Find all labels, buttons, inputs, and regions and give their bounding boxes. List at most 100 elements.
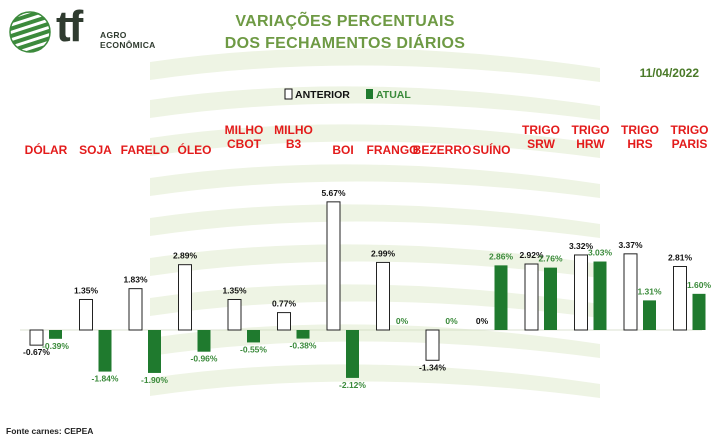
category-label-line: FRANGO [367, 143, 419, 157]
bar-atual [98, 330, 112, 372]
data-label-atual: -0.38% [290, 341, 317, 351]
chart-title: VARIAÇÕES PERCENTUAIS DOS FECHAMENTOS DI… [210, 11, 480, 55]
category-label-line: MILHO [225, 123, 264, 137]
bar-anterior [29, 329, 44, 346]
category-label: DÓLAR [25, 142, 68, 157]
data-label-atual: -0.55% [240, 344, 267, 354]
category-label-line: ÓLEO [177, 142, 211, 157]
bar-anterior [574, 254, 588, 331]
data-label-atual: -1.84% [92, 374, 119, 384]
category-label: TRIGO PARIS [671, 123, 709, 151]
data-label-anterior: 2.81% [668, 252, 693, 262]
data-label-anterior: -0.67% [23, 347, 50, 357]
data-label-anterior: 2.92% [519, 250, 544, 260]
bar-anterior [376, 261, 390, 331]
legend-label-anterior: ANTERIOR [295, 89, 350, 101]
source-note: Fonte carnes: CEPEA [6, 426, 94, 436]
category-label: MILHO CBOT [225, 123, 264, 151]
data-label-atual: -0.96% [191, 354, 218, 364]
background-stripe [150, 364, 600, 398]
bar-anterior [326, 201, 341, 331]
legend-label-atual: ATUAL [376, 89, 411, 101]
bar-atual [494, 265, 508, 330]
data-label-atual: 3.03% [588, 248, 613, 258]
bar-anterior [673, 265, 687, 331]
category-label: MILHO B3 [274, 123, 313, 151]
category-label-line: PARIS [672, 137, 708, 151]
bar-anterior [277, 312, 291, 331]
data-label-atual: 1.31% [637, 286, 662, 296]
data-label-anterior: 5.67% [321, 188, 346, 198]
bar-anterior [79, 298, 93, 331]
category-label-line: SOJA [79, 143, 112, 157]
category-label-line: TRIGO [621, 123, 659, 137]
data-label-anterior: 0% [476, 316, 489, 326]
bar-atual [544, 267, 557, 330]
logo: tf AGRO ECONÔMICA [8, 2, 158, 56]
category-label-line: SRW [527, 137, 555, 151]
bar-anterior [524, 263, 539, 331]
background-stripe [150, 164, 600, 198]
bars-layer [29, 201, 706, 378]
logo-line-1: AGRO [100, 30, 127, 40]
data-label-anterior: 1.35% [222, 285, 247, 295]
data-label-anterior: 3.37% [618, 240, 643, 250]
bar-atual [247, 330, 260, 343]
logo-line-2: ECONÔMICA [100, 40, 156, 50]
data-label-atual: -2.12% [339, 380, 366, 390]
data-label-anterior: 1.35% [74, 285, 99, 295]
category-label: BEZERRO [413, 143, 472, 157]
bar-atual [692, 293, 706, 330]
legend-swatch-anterior [284, 88, 293, 100]
bar-atual [593, 261, 607, 330]
category-label-line: SUÍNO [472, 142, 510, 157]
data-label-atual: 0% [396, 316, 409, 326]
bar-anterior [623, 253, 638, 331]
logo-subtitle: AGRO ECONÔMICA [100, 30, 156, 50]
category-label: FARELO [121, 143, 170, 157]
striped-globe-icon [9, 11, 51, 53]
legend-swatch-atual [366, 89, 373, 99]
data-label-atual: 0% [445, 316, 458, 326]
background-stripe [150, 86, 600, 120]
bar-atual [49, 330, 62, 339]
category-label: ÓLEO [177, 142, 211, 157]
category-label-line: TRIGO [522, 123, 560, 137]
bar-anterior [227, 298, 242, 331]
bar-atual [197, 330, 211, 352]
bar-atual [148, 330, 161, 373]
data-label-atual: 2.86% [489, 251, 514, 261]
bar-atual [643, 300, 656, 330]
category-label-line: BEZERRO [413, 143, 472, 157]
data-label-atual: -0.39% [42, 341, 69, 351]
category-label-line: BOI [332, 143, 353, 157]
category-label: TRIGO HRW [572, 123, 610, 151]
data-label-anterior: 2.99% [371, 248, 396, 258]
background-stripe [150, 124, 600, 158]
category-label-line: HRW [576, 137, 605, 151]
data-label-anterior: 0.77% [272, 299, 297, 309]
data-label-atual: 1.60% [687, 280, 711, 290]
data-label-atual: 2.76% [538, 254, 563, 264]
data-label-anterior: -1.34% [419, 362, 446, 372]
background-stripe [150, 324, 600, 358]
title-line-1: VARIAÇÕES PERCENTUAIS [235, 13, 455, 30]
category-label-line: B3 [286, 137, 302, 151]
bar-atual [296, 330, 310, 339]
category-label: BOI [332, 143, 353, 157]
report-date: 11/04/2022 [639, 66, 699, 80]
logo-mark: tf [56, 2, 83, 51]
category-label-line: HRS [627, 137, 652, 151]
category-label: TRIGO HRS [621, 123, 659, 151]
background-stripe [150, 284, 600, 318]
data-label-anterior: 2.89% [173, 251, 198, 261]
background-stripe [150, 244, 600, 278]
category-label-line: MILHO [274, 123, 313, 137]
title-line-2: DOS FECHAMENTOS DIÁRIOS [224, 35, 466, 52]
background-stripes [150, 48, 600, 398]
category-label-line: DÓLAR [25, 142, 68, 157]
data-label-anterior: 3.32% [569, 241, 594, 251]
